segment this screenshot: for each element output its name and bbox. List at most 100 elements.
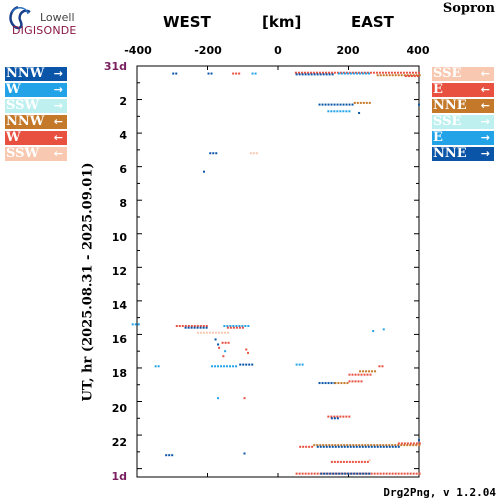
echo-mark <box>376 74 379 77</box>
echo-mark <box>212 152 215 155</box>
echo-mark <box>364 444 367 447</box>
echo-mark <box>336 71 339 74</box>
echo-mark <box>302 445 305 448</box>
echo-mark <box>418 444 421 447</box>
echo-mark <box>376 472 379 475</box>
echo-mark <box>336 417 339 420</box>
echo-mark <box>394 445 397 448</box>
echo-point <box>372 330 375 333</box>
echo-mark <box>251 72 254 75</box>
echo-mark <box>357 373 360 376</box>
plot-frame <box>136 65 420 478</box>
echo-mark <box>334 445 337 448</box>
echo-mark <box>220 365 223 368</box>
echo-mark <box>218 346 221 349</box>
arrow-right-icon: → <box>53 67 63 80</box>
echo-mark <box>376 444 379 447</box>
echo-mark <box>351 71 354 74</box>
echo-mark <box>409 442 412 445</box>
echo-mark <box>196 326 199 329</box>
echo-mark <box>409 74 412 77</box>
echo-mark <box>226 325 229 328</box>
echo-mark <box>220 331 223 334</box>
echo-mark <box>400 74 403 77</box>
echo-mark <box>245 363 248 366</box>
echo-mark <box>328 445 331 448</box>
echo-mark <box>320 472 323 475</box>
arrow-right-icon: → <box>53 99 63 112</box>
echo-mark <box>223 325 226 328</box>
echo-mark <box>312 71 315 74</box>
echo-mark <box>366 71 369 74</box>
echo-mark <box>351 460 354 463</box>
echo-mark <box>404 75 407 78</box>
echo-point <box>247 351 250 354</box>
echo-mark <box>409 472 412 475</box>
echo-mark <box>324 71 327 74</box>
echo-point <box>202 170 205 173</box>
echo-mark <box>211 331 214 334</box>
echo-mark <box>226 326 229 329</box>
echo-mark <box>403 74 406 77</box>
echo-mark <box>391 472 394 475</box>
echo-mark <box>362 472 365 475</box>
echo-mark <box>400 472 403 475</box>
echo-mark <box>348 460 351 463</box>
y-tick-label: 4 <box>119 129 127 142</box>
echo-mark <box>199 326 202 329</box>
echo-mark <box>345 103 348 106</box>
echo-mark <box>308 445 311 448</box>
y-tick-label: 31d <box>103 60 127 73</box>
echo-mark <box>229 365 232 368</box>
echo-mark <box>214 331 217 334</box>
echo-mark <box>343 72 346 75</box>
echo-mark <box>361 72 364 75</box>
echo-mark <box>187 325 190 328</box>
echo-mark <box>391 444 394 447</box>
echo-mark <box>328 73 331 76</box>
echo-mark <box>348 415 351 418</box>
legend-item-nnw-west: NNW ← <box>5 115 67 129</box>
legend-label: SSE <box>433 66 462 81</box>
echo-mark <box>349 72 352 75</box>
echo-mark <box>301 363 304 366</box>
echo-mark <box>337 444 340 447</box>
echo-mark <box>324 382 327 385</box>
y-tick-label: 16 <box>111 333 127 346</box>
echo-mark <box>379 472 382 475</box>
echo-mark <box>397 472 400 475</box>
echo-mark <box>343 382 346 385</box>
echo-mark <box>157 365 160 368</box>
echo-mark <box>397 445 400 448</box>
echo-mark <box>397 442 400 445</box>
echo-mark <box>362 370 365 373</box>
echo-mark <box>202 326 205 329</box>
echo-mark <box>403 472 406 475</box>
echo-mark <box>223 331 226 334</box>
echo-mark <box>402 71 405 74</box>
echo-mark <box>300 71 303 74</box>
echo-mark <box>232 325 235 328</box>
echo-mark <box>310 73 313 76</box>
legend-item-nne-east: NNE → <box>432 147 494 161</box>
echo-mark <box>330 382 333 385</box>
echo-mark <box>340 444 343 447</box>
legend-label: E <box>433 130 443 145</box>
echo-mark <box>137 323 140 326</box>
echo-mark <box>353 472 356 475</box>
echo-mark <box>193 325 196 328</box>
echo-mark <box>352 445 355 448</box>
legend-item-w-west: W ← <box>5 131 67 145</box>
echo-mark <box>241 326 244 329</box>
echo-mark <box>336 415 339 418</box>
echo-mark <box>331 73 334 76</box>
echo-mark <box>391 445 394 448</box>
echo-mark <box>346 382 349 385</box>
echo-point <box>418 103 420 106</box>
echo-mark <box>341 472 344 475</box>
echo-mark <box>363 460 366 463</box>
echo-mark <box>209 152 212 155</box>
echo-mark <box>332 472 335 475</box>
echo-mark <box>342 103 345 106</box>
echo-mark <box>333 460 336 463</box>
